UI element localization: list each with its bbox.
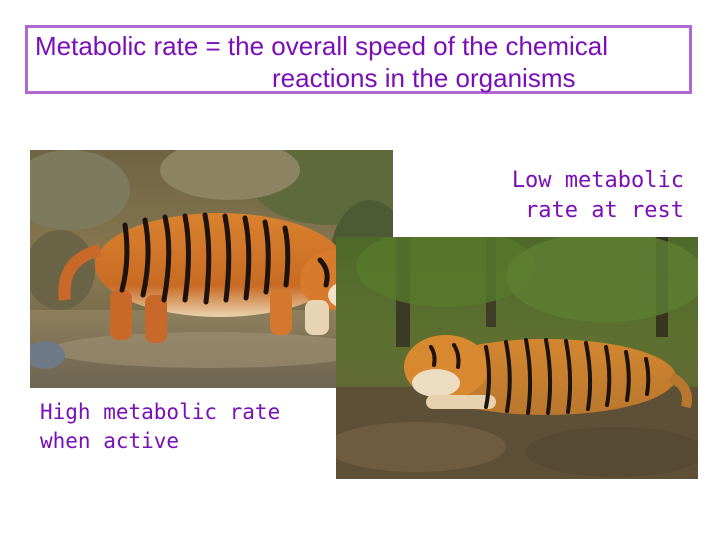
caption-rest-line-2: rate at rest [525,198,684,223]
tiger-walking-photo [30,150,393,388]
slide-title-line-1: Metabolic rate = the overall speed of th… [35,31,609,61]
tiger-resting-illustration [336,237,698,479]
slide-title-line-2: reactions in the organisms [272,63,576,93]
tiger-walking-illustration [30,150,393,388]
caption-rest-line-1: Low metabolic [511,168,684,193]
caption-low-metabolic-rate: Low metabolic rate at rest [505,164,684,228]
caption-active-line-1: High metabolic rate [40,400,281,424]
tiger-resting-photo [336,237,698,479]
caption-high-metabolic-rate: High metabolic rate when active [30,388,336,480]
caption-active-line-2: when active [40,429,180,453]
slide-title-box: Metabolic rate = the overall speed of th… [25,25,692,94]
